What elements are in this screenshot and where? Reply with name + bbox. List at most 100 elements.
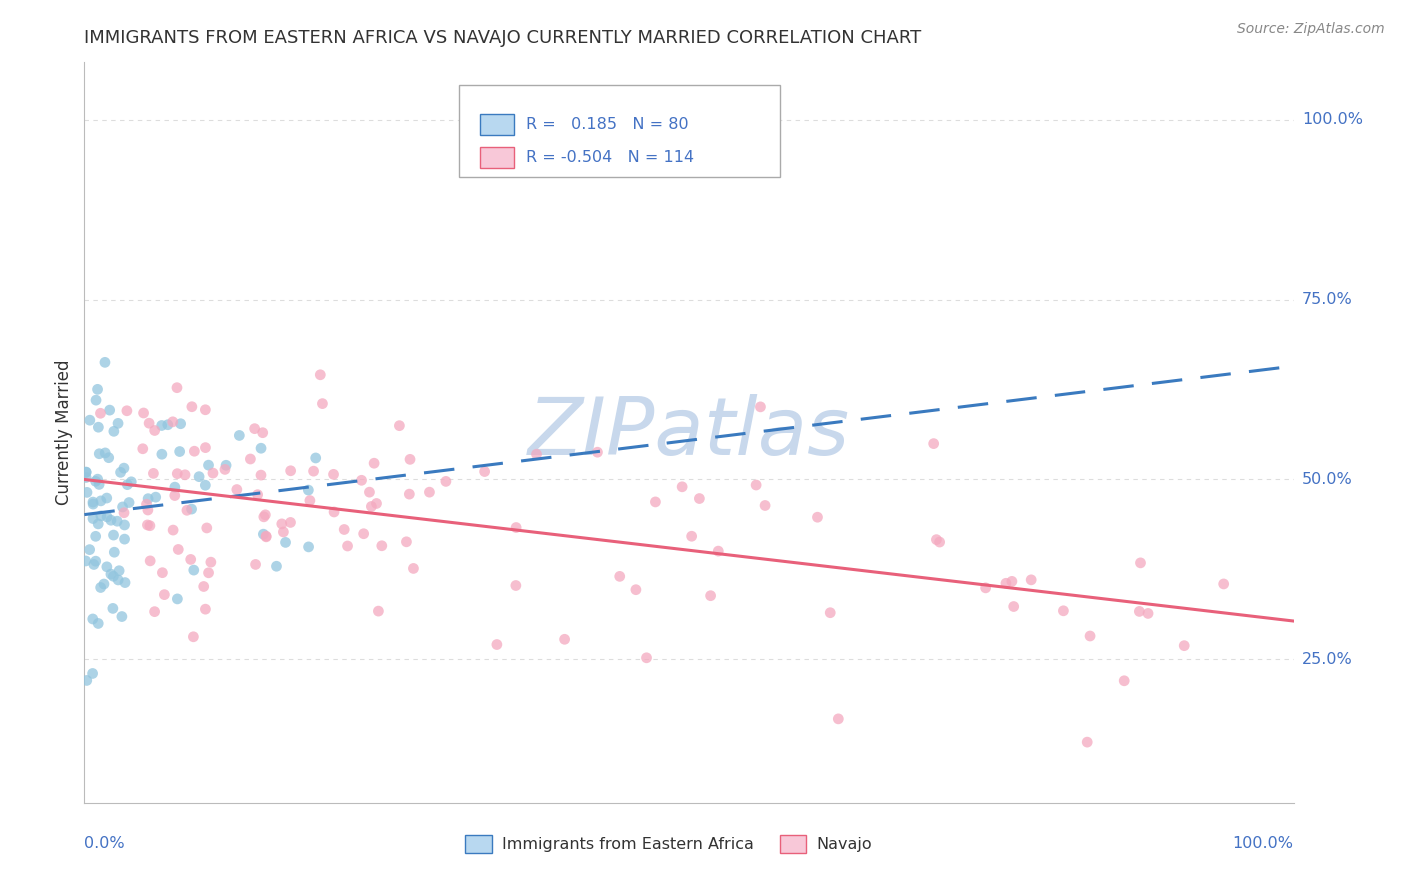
Point — [114, 575, 136, 590]
Point — [193, 580, 215, 594]
Point — [309, 368, 332, 382]
Point — [302, 464, 325, 478]
Point — [150, 418, 173, 433]
Point — [136, 518, 159, 533]
Point — [194, 478, 217, 492]
Text: 25.0%: 25.0% — [1302, 651, 1353, 666]
Point — [75, 465, 97, 479]
Point — [398, 487, 420, 501]
Point — [169, 417, 191, 431]
FancyBboxPatch shape — [460, 85, 780, 178]
Point — [115, 403, 138, 417]
Point — [363, 456, 385, 470]
Point — [180, 400, 202, 414]
Point — [86, 472, 108, 486]
Point — [194, 402, 217, 417]
Point — [87, 616, 110, 631]
Point — [79, 542, 101, 557]
Point — [474, 465, 496, 479]
Point — [353, 526, 375, 541]
Point — [76, 485, 98, 500]
Point — [485, 638, 508, 652]
Point — [636, 650, 658, 665]
Point — [110, 466, 132, 480]
Text: 100.0%: 100.0% — [1233, 836, 1294, 851]
Point — [93, 577, 115, 591]
Point — [274, 535, 297, 549]
Point — [402, 561, 425, 575]
Point — [105, 514, 128, 528]
Point — [132, 442, 155, 456]
Point — [270, 516, 292, 531]
Point — [699, 589, 721, 603]
Y-axis label: Currently Married: Currently Married — [55, 359, 73, 506]
Point — [103, 528, 125, 542]
Point — [89, 447, 111, 461]
Point — [298, 493, 321, 508]
Point — [818, 606, 841, 620]
Point — [107, 573, 129, 587]
Point — [138, 416, 160, 430]
FancyBboxPatch shape — [479, 147, 513, 168]
Point — [749, 400, 772, 414]
Point — [96, 559, 118, 574]
Point — [201, 466, 224, 480]
Point — [228, 428, 250, 442]
Point — [1129, 556, 1152, 570]
Point — [82, 612, 104, 626]
Point — [994, 576, 1017, 591]
Point — [150, 447, 173, 461]
Point — [925, 533, 948, 547]
Point — [101, 601, 124, 615]
Point — [174, 467, 197, 482]
Point — [505, 520, 527, 534]
Point — [246, 488, 269, 502]
Point — [1076, 735, 1098, 749]
Point — [111, 609, 134, 624]
Point — [136, 503, 159, 517]
Point — [96, 509, 118, 524]
Text: R = -0.504   N = 114: R = -0.504 N = 114 — [526, 150, 693, 165]
Point — [82, 495, 104, 509]
Point — [163, 489, 186, 503]
Point — [322, 467, 344, 482]
Point — [114, 518, 136, 533]
Point — [108, 564, 131, 578]
Point — [827, 712, 849, 726]
Point — [103, 545, 125, 559]
Point — [554, 632, 576, 647]
Point — [103, 425, 125, 439]
Point — [136, 491, 159, 506]
Text: 75.0%: 75.0% — [1302, 293, 1353, 307]
Point — [754, 499, 776, 513]
Point — [399, 452, 422, 467]
Point — [107, 417, 129, 431]
Point — [188, 469, 211, 483]
Point — [243, 422, 266, 436]
Point — [86, 382, 108, 396]
Point — [273, 524, 295, 539]
Point — [418, 485, 440, 500]
Point — [162, 415, 184, 429]
Point — [100, 567, 122, 582]
Point — [1114, 673, 1136, 688]
Point — [609, 569, 631, 583]
Point — [252, 425, 274, 440]
Point — [156, 417, 179, 432]
Point — [194, 602, 217, 616]
Point — [84, 529, 107, 543]
Point — [180, 502, 202, 516]
Point — [395, 534, 418, 549]
Point — [139, 554, 162, 568]
Point — [75, 465, 97, 479]
Text: ZIPatlas: ZIPatlas — [527, 393, 851, 472]
Point — [366, 496, 388, 510]
Point — [194, 441, 217, 455]
Point — [359, 485, 381, 500]
Point — [79, 413, 101, 427]
Point — [215, 458, 238, 473]
Point — [526, 447, 548, 461]
Point — [1137, 607, 1160, 621]
Point — [297, 483, 319, 497]
Point — [280, 516, 302, 530]
